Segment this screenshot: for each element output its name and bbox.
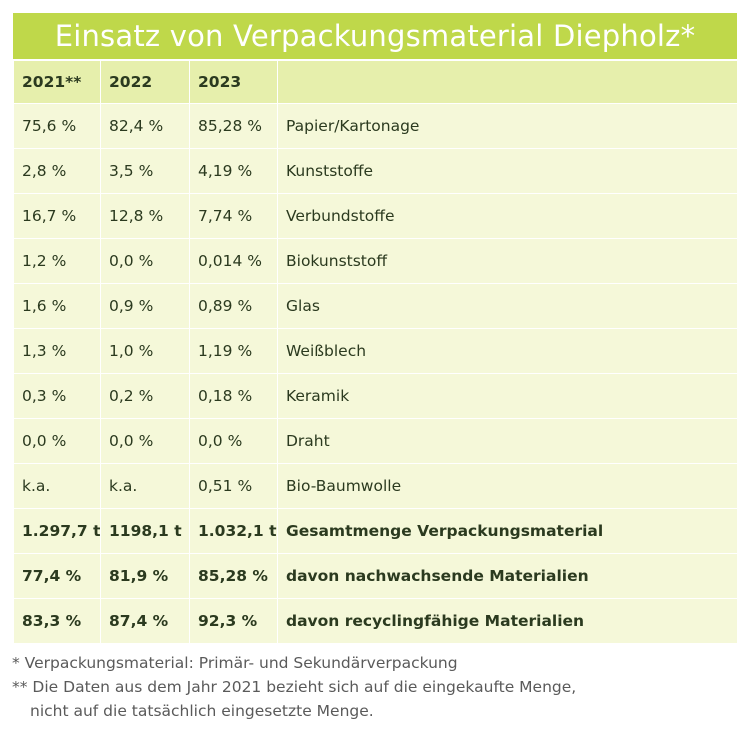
header-row: 2021** 2022 2023	[13, 60, 738, 104]
cell-2021: 1,6 %	[13, 283, 101, 329]
cell-2023: 85,28 %	[189, 553, 278, 599]
cell-2023: 1,19 %	[189, 328, 278, 374]
cell-material: Glas	[277, 283, 738, 329]
cell-material: Gesamtmenge Verpackungsmaterial	[277, 508, 738, 554]
cell-2023: 0,18 %	[189, 373, 278, 419]
cell-2022: 0,2 %	[100, 373, 190, 419]
table-row: 16,7 % 12,8 % 7,74 % Verbundstoffe	[13, 193, 738, 239]
table-row: 1,2 % 0,0 % 0,014 % Biokunststoff	[13, 238, 738, 284]
cell-2023: 0,89 %	[189, 283, 278, 329]
cell-2022: 1198,1 t	[100, 508, 190, 554]
cell-material: Papier/Kartonage	[277, 103, 738, 149]
cell-2022: 81,9 %	[100, 553, 190, 599]
table-row: 2,8 % 3,5 % 4,19 % Kunststoffe	[13, 148, 738, 194]
cell-material: Keramik	[277, 373, 738, 419]
table-row: k.a. k.a. 0,51 % Bio-Baumwolle	[13, 463, 738, 509]
total-row: 1.297,7 t 1198,1 t 1.032,1 t Gesamtmenge…	[13, 508, 738, 554]
cell-2021: 0,0 %	[13, 418, 101, 464]
cell-2021: 77,4 %	[13, 553, 101, 599]
header-2022: 2022	[100, 60, 190, 104]
renewable-row: 77,4 % 81,9 % 85,28 % davon nachwachsend…	[13, 553, 738, 599]
cell-2023: 92,3 %	[189, 598, 278, 644]
cell-2021: 2,8 %	[13, 148, 101, 194]
header-material	[277, 60, 738, 104]
header-2023: 2023	[189, 60, 278, 104]
cell-material: davon nachwachsende Materialien	[277, 553, 738, 599]
cell-2022: 12,8 %	[100, 193, 190, 239]
cell-2022: 3,5 %	[100, 148, 190, 194]
cell-2023: 4,19 %	[189, 148, 278, 194]
cell-material: Verbundstoffe	[277, 193, 738, 239]
table-row: 75,6 % 82,4 % 85,28 % Papier/Kartonage	[13, 103, 738, 149]
cell-material: Biokunststoff	[277, 238, 738, 284]
cell-2023: 0,014 %	[189, 238, 278, 284]
footnote-1: * Verpackungsmaterial: Primär- und Sekun…	[12, 654, 458, 672]
cell-2021: 83,3 %	[13, 598, 101, 644]
cell-2023: 0,51 %	[189, 463, 278, 509]
cell-material: Kunststoffe	[277, 148, 738, 194]
cell-2021: 1,3 %	[13, 328, 101, 374]
cell-2021: 0,3 %	[13, 373, 101, 419]
cell-2021: 16,7 %	[13, 193, 101, 239]
table-title: Einsatz von Verpackungsmaterial Diepholz…	[13, 13, 737, 59]
cell-2021: k.a.	[13, 463, 101, 509]
cell-2021: 75,6 %	[13, 103, 101, 149]
cell-2021: 1.297,7 t	[13, 508, 101, 554]
footnote-2: ** Die Daten aus dem Jahr 2021 bezieht s…	[12, 678, 577, 696]
footnote-2-continued: nicht auf die tatsächlich eingesetzte Me…	[30, 702, 374, 720]
cell-2022: 0,9 %	[100, 283, 190, 329]
cell-2023: 85,28 %	[189, 103, 278, 149]
cell-2022: 87,4 %	[100, 598, 190, 644]
cell-material: Weißblech	[277, 328, 738, 374]
cell-2022: 0,0 %	[100, 418, 190, 464]
cell-2022: 82,4 %	[100, 103, 190, 149]
cell-2022: k.a.	[100, 463, 190, 509]
table-row: 0,3 % 0,2 % 0,18 % Keramik	[13, 373, 738, 419]
table-row: 1,3 % 1,0 % 1,19 % Weißblech	[13, 328, 738, 374]
table-row: 0,0 % 0,0 % 0,0 % Draht	[13, 418, 738, 464]
recyclable-row: 83,3 % 87,4 % 92,3 % davon recyclingfähi…	[13, 598, 738, 644]
cell-2022: 0,0 %	[100, 238, 190, 284]
cell-2023: 7,74 %	[189, 193, 278, 239]
cell-material: davon recyclingfähige Materialien	[277, 598, 738, 644]
packaging-table: 2021** 2022 2023 75,6 % 82,4 % 85,28 % P…	[13, 60, 738, 644]
cell-2023: 1.032,1 t	[189, 508, 278, 554]
cell-2022: 1,0 %	[100, 328, 190, 374]
cell-material: Bio-Baumwolle	[277, 463, 738, 509]
cell-material: Draht	[277, 418, 738, 464]
footnotes: * Verpackungsmaterial: Primär- und Sekun…	[12, 651, 742, 723]
header-2021: 2021**	[13, 60, 101, 104]
cell-2021: 1,2 %	[13, 238, 101, 284]
cell-2023: 0,0 %	[189, 418, 278, 464]
table-row: 1,6 % 0,9 % 0,89 % Glas	[13, 283, 738, 329]
